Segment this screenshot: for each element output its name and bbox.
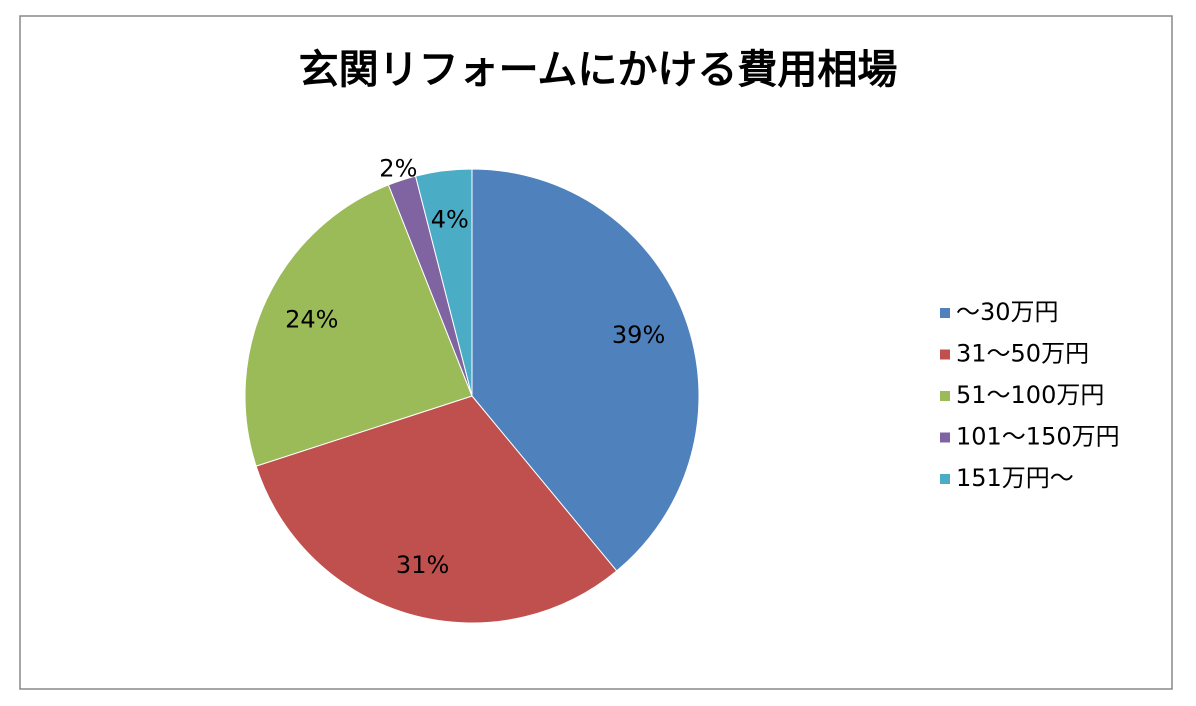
legend: ～30万円 31～50万円 51～100万円 101～150万円 151万円～ xyxy=(940,298,1120,492)
pie-slice xyxy=(255,395,618,624)
legend-label: 101～150万円 xyxy=(956,423,1120,451)
data-label: 4% xyxy=(431,205,469,233)
legend-swatch xyxy=(940,308,950,318)
legend-label: 151万円～ xyxy=(956,464,1074,492)
legend-swatch xyxy=(940,432,950,443)
chart-title: 玄関リフォームにかける費用相場 xyxy=(299,47,898,93)
legend-label: 51～100万円 xyxy=(956,381,1104,409)
data-label: 24% xyxy=(285,306,338,334)
pie: 39% 31% 24% 2% 4% xyxy=(244,154,700,624)
data-label: 2% xyxy=(379,154,417,182)
legend-label: ～30万円 xyxy=(956,298,1059,326)
pie-slice xyxy=(414,168,473,397)
legend-swatch xyxy=(940,391,950,401)
data-label: 31% xyxy=(396,551,449,579)
data-label: 39% xyxy=(612,321,665,349)
legend-swatch xyxy=(940,349,950,360)
pie-slice xyxy=(244,184,473,467)
legend-label: 31～50万円 xyxy=(956,340,1089,368)
legend-swatch xyxy=(940,474,950,484)
pie-slice xyxy=(471,168,700,572)
